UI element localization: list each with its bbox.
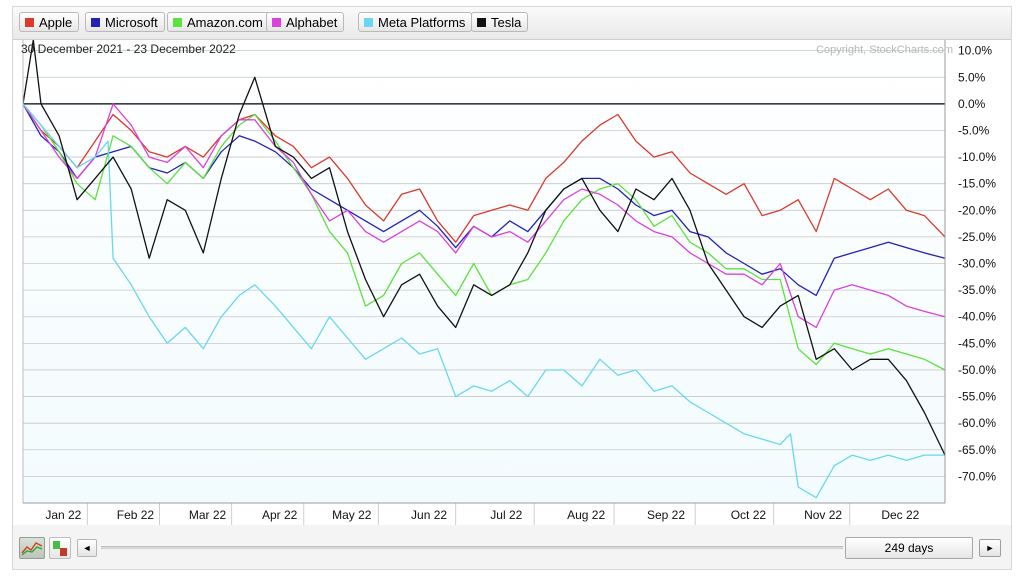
y-tick-label: -50.0% bbox=[958, 363, 996, 377]
y-tick-label: -45.0% bbox=[958, 336, 996, 350]
legend-swatch bbox=[91, 17, 100, 27]
scroll-right-button[interactable]: ► bbox=[979, 539, 1001, 557]
y-tick-label: 10.0% bbox=[958, 44, 992, 58]
y-tick-label: -55.0% bbox=[958, 390, 996, 404]
legend-label: Tesla bbox=[491, 14, 522, 30]
x-tick-label: Aug 22 bbox=[567, 508, 605, 522]
legend-item-amazon-com[interactable]: Amazon.com bbox=[167, 12, 270, 32]
x-tick-label: Mar 22 bbox=[189, 508, 227, 522]
legend-item-alphabet[interactable]: Alphabet bbox=[266, 12, 345, 32]
period-selector[interactable]: 249 days bbox=[845, 537, 973, 559]
scroll-left-button[interactable]: ◄ bbox=[77, 539, 97, 557]
x-tick-label: Jul 22 bbox=[490, 508, 522, 522]
x-tick-label: Jan 22 bbox=[45, 508, 81, 522]
bottom-toolbar: ◄ 249 days ► bbox=[13, 527, 1011, 569]
copyright-label: Copyright, StockCharts.com bbox=[816, 44, 953, 56]
plot-background bbox=[23, 40, 945, 503]
legend-swatch bbox=[173, 17, 182, 27]
x-tick-label: Apr 22 bbox=[262, 508, 298, 522]
x-tick-label: Dec 22 bbox=[881, 508, 919, 522]
bar-chart-button[interactable] bbox=[49, 537, 71, 559]
y-tick-label: -5.0% bbox=[958, 123, 990, 137]
chart-widget: Apple Microsoft Amazon.com Alphabet Meta Pla… bbox=[12, 6, 1012, 570]
series-line-alphabet bbox=[22, 103, 946, 329]
y-tick-label: 0.0% bbox=[958, 97, 986, 111]
series-line-meta-platforms bbox=[22, 103, 945, 499]
legend-swatch bbox=[364, 17, 373, 27]
performance-chart-button[interactable] bbox=[19, 537, 45, 559]
legend-swatch bbox=[25, 17, 34, 27]
series-line-apple bbox=[22, 103, 946, 243]
y-tick-label: -20.0% bbox=[958, 203, 996, 217]
performance-chart-icon bbox=[21, 542, 43, 556]
legend-item-apple[interactable]: Apple bbox=[19, 12, 80, 32]
y-tick-label: -30.0% bbox=[958, 257, 996, 271]
time-range-slider[interactable] bbox=[101, 546, 843, 550]
x-tick-label: Oct 22 bbox=[731, 508, 767, 522]
y-tick-label: -40.0% bbox=[958, 310, 996, 324]
legend-label: Alphabet bbox=[286, 14, 338, 30]
legend-swatch bbox=[477, 17, 486, 27]
series-line-amazon-com bbox=[22, 103, 946, 371]
y-tick-label: -65.0% bbox=[958, 443, 996, 457]
bar-chart-icon bbox=[53, 541, 67, 556]
legend-item-microsoft[interactable]: Microsoft bbox=[85, 12, 165, 32]
x-tick-label: May 22 bbox=[332, 508, 372, 522]
legend-bar: Apple Microsoft Amazon.com Alphabet Meta Pla… bbox=[13, 7, 1011, 40]
legend-label: Amazon.com bbox=[187, 14, 263, 30]
x-tick-label: Jun 22 bbox=[411, 508, 447, 522]
legend-item-tesla[interactable]: Tesla bbox=[471, 12, 529, 32]
x-tick-label: Feb 22 bbox=[117, 508, 155, 522]
series-line-tesla bbox=[22, 40, 946, 456]
x-tick-label: Sep 22 bbox=[647, 508, 685, 522]
y-tick-label: -35.0% bbox=[958, 283, 996, 297]
y-tick-label: -70.0% bbox=[958, 469, 996, 483]
legend-label: Apple bbox=[39, 14, 73, 30]
x-tick-label: Nov 22 bbox=[804, 508, 842, 522]
legend-label: Microsoft bbox=[105, 14, 158, 30]
y-tick-label: -15.0% bbox=[958, 177, 996, 191]
legend-label: Meta Platforms bbox=[378, 14, 466, 30]
y-tick-label: -60.0% bbox=[958, 416, 996, 430]
legend-swatch bbox=[272, 17, 281, 27]
performance-chart: 10.0% 5.0% 0.0% -5.0% -10.0% -15.0% -20.0% -25.… bbox=[22, 40, 996, 525]
y-tick-label: -25.0% bbox=[958, 230, 996, 244]
chart-area: 10.0% 5.0% 0.0% -5.0% -10.0% -15.0% -20.0% -25.… bbox=[13, 40, 1011, 525]
legend-item-meta-platforms[interactable]: Meta Platforms bbox=[358, 12, 473, 32]
date-range-label: 30 December 2021 - 23 December 2022 bbox=[21, 42, 236, 56]
y-tick-label: -10.0% bbox=[958, 150, 996, 164]
y-tick-label: 5.0% bbox=[958, 70, 986, 84]
